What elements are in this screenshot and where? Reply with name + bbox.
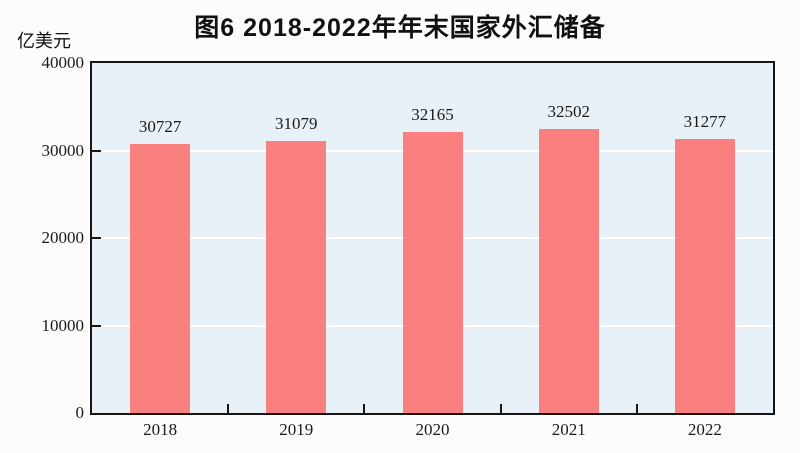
y-tick-label: 30000 xyxy=(41,140,85,160)
bar-value-label: 32165 xyxy=(411,104,454,124)
x-axis-tick xyxy=(363,404,366,413)
bar-value-label: 30727 xyxy=(138,117,182,137)
x-tick-label: 2021 xyxy=(551,420,586,439)
y-tick-label: 10000 xyxy=(41,315,85,335)
y-axis-tick xyxy=(92,237,101,239)
bar-2021 xyxy=(538,128,599,413)
x-tick-label: 2022 xyxy=(687,420,722,439)
y-tick-label: 40000 xyxy=(41,53,85,72)
y-tick-label: 20000 xyxy=(41,228,85,247)
y-axis-tick xyxy=(92,149,101,152)
y-tick-label: 0 xyxy=(75,403,85,422)
x-axis-tick xyxy=(635,404,638,413)
y-axis-tick xyxy=(92,324,101,327)
bar-2018 xyxy=(130,144,191,413)
bar-value-label: 32502 xyxy=(547,101,590,121)
bar-2019 xyxy=(266,141,327,413)
bar-2022 xyxy=(674,139,735,413)
bar-2020 xyxy=(402,131,463,413)
bar-value-label: 31079 xyxy=(275,114,318,134)
bar-value-label: 31277 xyxy=(683,112,727,132)
x-tick-label: 2018 xyxy=(143,420,178,439)
x-axis-tick xyxy=(499,404,502,413)
x-axis-tick xyxy=(227,404,230,413)
x-tick-label: 2020 xyxy=(415,420,450,439)
x-tick-label: 2019 xyxy=(279,420,314,439)
chart-title: 图6 2018-2022年年末国家外汇储备 xyxy=(194,14,606,42)
plot-area xyxy=(90,61,775,415)
y-axis-unit-label: 亿美元 xyxy=(17,31,71,51)
